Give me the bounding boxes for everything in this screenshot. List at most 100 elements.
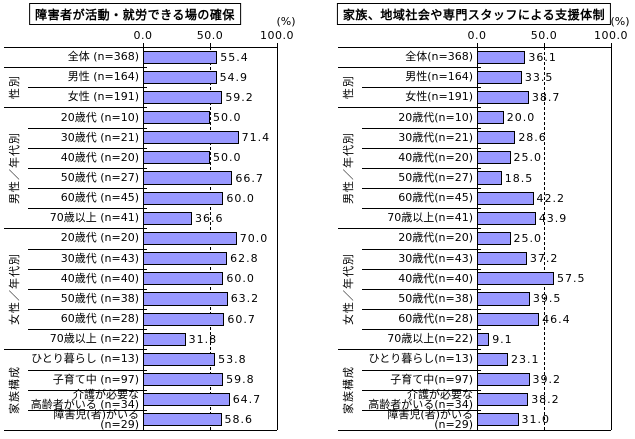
category-label-text: 20歳代(n=20)	[398, 231, 473, 245]
value-label-text: 38.7	[531, 90, 561, 104]
category-label-text: 60歳代(n=28)	[398, 312, 473, 326]
group-label-text: 女性／年代別	[342, 252, 355, 325]
category-label: 介護が必要な 高齢者がいる (n=34)	[24, 389, 139, 410]
bar	[143, 352, 216, 367]
row-separator-line	[28, 309, 147, 311]
category-label: 40歳代(n=40)	[358, 269, 473, 289]
bar	[143, 413, 222, 427]
category-label-text: 20歳代(n=10)	[398, 110, 473, 124]
group-label-text: 性別	[342, 75, 355, 100]
category-label: 女性 (n=191)	[24, 87, 139, 107]
value-axis-tick	[611, 43, 612, 47]
category-label-text: 30歳代(n=43)	[398, 251, 473, 265]
group-separator-line	[4, 107, 147, 109]
category-label: ひとり暮らし (n=13)	[24, 349, 139, 369]
value-label: 20.0	[507, 107, 536, 127]
value-label: 64.7	[233, 390, 262, 410]
row-separator-line	[362, 127, 481, 129]
category-label: 全体 (n=368)	[24, 47, 139, 67]
category-label: 60歳代 (n=45)	[24, 188, 139, 208]
row-separator-line	[362, 188, 481, 190]
category-label: 70歳以上 (n=22)	[24, 329, 139, 349]
table-top-border	[338, 47, 611, 48]
category-label-text: 女性 (n=191)	[67, 90, 139, 104]
category-label: 40歳代 (n=20)	[24, 148, 139, 168]
group-separator-line	[4, 67, 147, 69]
value-label: 70.0	[240, 228, 269, 248]
bar	[143, 272, 224, 286]
category-label-text: 70歳以上(n=41)	[387, 211, 473, 225]
bar	[143, 393, 230, 407]
category-label: 20歳代 (n=10)	[24, 107, 139, 127]
category-label: 50歳代(n=27)	[358, 168, 473, 188]
plot-right-border	[611, 47, 612, 430]
category-label-text: 30歳代(n=21)	[398, 130, 473, 144]
value-label-text: 43.9	[538, 211, 568, 225]
bar	[477, 352, 508, 367]
value-label-text: 60.0	[226, 191, 255, 205]
value-label-text: 39.5	[532, 292, 562, 306]
bar	[477, 131, 516, 145]
value-label: 53.8	[218, 349, 247, 369]
category-label-text: 男性 (n=164)	[67, 70, 139, 84]
value-label: 38.7	[532, 87, 561, 107]
value-label-text: 60.7	[227, 312, 256, 326]
row-separator-line	[28, 268, 147, 270]
bar	[477, 191, 534, 205]
row-separator-line	[28, 248, 147, 250]
group-label: 性別	[4, 67, 24, 107]
category-label-text: 40歳代(n=20)	[398, 150, 473, 164]
group-label: 家族構成	[4, 349, 24, 430]
value-label: 46.4	[542, 309, 571, 329]
value-label-text: 64.7	[232, 393, 262, 407]
category-label-text: 60歳代 (n=28)	[60, 312, 139, 326]
row-separator-line	[362, 288, 481, 290]
value-label-text: 66.7	[235, 171, 264, 185]
row-separator-line	[362, 147, 481, 149]
category-label: 40歳代 (n=40)	[24, 269, 139, 289]
category-label-text: ひとり暮らし(n=13)	[368, 352, 473, 366]
category-label: 50歳代 (n=38)	[24, 289, 139, 309]
x-tick-label-0: 0.0	[133, 29, 153, 42]
category-label-text: 70歳以上 (n=41)	[49, 211, 139, 225]
category-label-text: 50歳代(n=27)	[398, 171, 473, 185]
value-label: 39.2	[533, 370, 562, 390]
x-tick-label-100: 100.0	[260, 29, 294, 42]
row-separator-line	[28, 288, 147, 290]
category-label-text: 男性(n=164)	[405, 70, 473, 84]
group-label: 男性／年代別	[4, 107, 24, 228]
row-separator-line	[28, 389, 147, 391]
category-label: 20歳代(n=10)	[358, 107, 473, 127]
row-separator-line	[362, 87, 481, 89]
bar	[477, 70, 522, 84]
row-separator-line	[28, 87, 147, 89]
value-label: 25.0	[514, 148, 543, 168]
value-axis-tick	[544, 43, 545, 47]
row-separator-line	[362, 268, 481, 270]
bar	[477, 90, 529, 104]
category-label-text: 全体(n=368)	[405, 50, 473, 64]
bar	[477, 373, 530, 387]
value-label: 57.5	[557, 269, 586, 289]
value-label: 25.0	[514, 228, 543, 248]
group-label: 女性／年代別	[338, 228, 358, 349]
value-label-text: 38.2	[531, 393, 560, 407]
group-label: 家族構成	[338, 349, 358, 430]
category-label-text: 40歳代 (n=40)	[60, 271, 139, 285]
bar	[143, 131, 239, 145]
value-label-text: 37.2	[529, 252, 559, 266]
row-separator-line	[362, 369, 481, 371]
group-separator-line	[338, 349, 481, 351]
value-label-text: 31.8	[188, 332, 218, 346]
value-label: 59.8	[226, 370, 255, 390]
bar	[143, 312, 225, 326]
category-label: 30歳代 (n=43)	[24, 249, 139, 269]
value-label-text: 50.0	[213, 111, 242, 125]
bar	[477, 151, 511, 165]
category-label-text: 障害児(者)がいる(n=29)	[387, 407, 473, 431]
category-label: 男性(n=164)	[358, 67, 473, 87]
value-label-text: 50.0	[213, 151, 242, 165]
value-label-text: 59.2	[225, 90, 254, 104]
category-label-text: 40歳代(n=40)	[398, 271, 473, 285]
group-label-text: 男性／年代別	[342, 131, 355, 204]
